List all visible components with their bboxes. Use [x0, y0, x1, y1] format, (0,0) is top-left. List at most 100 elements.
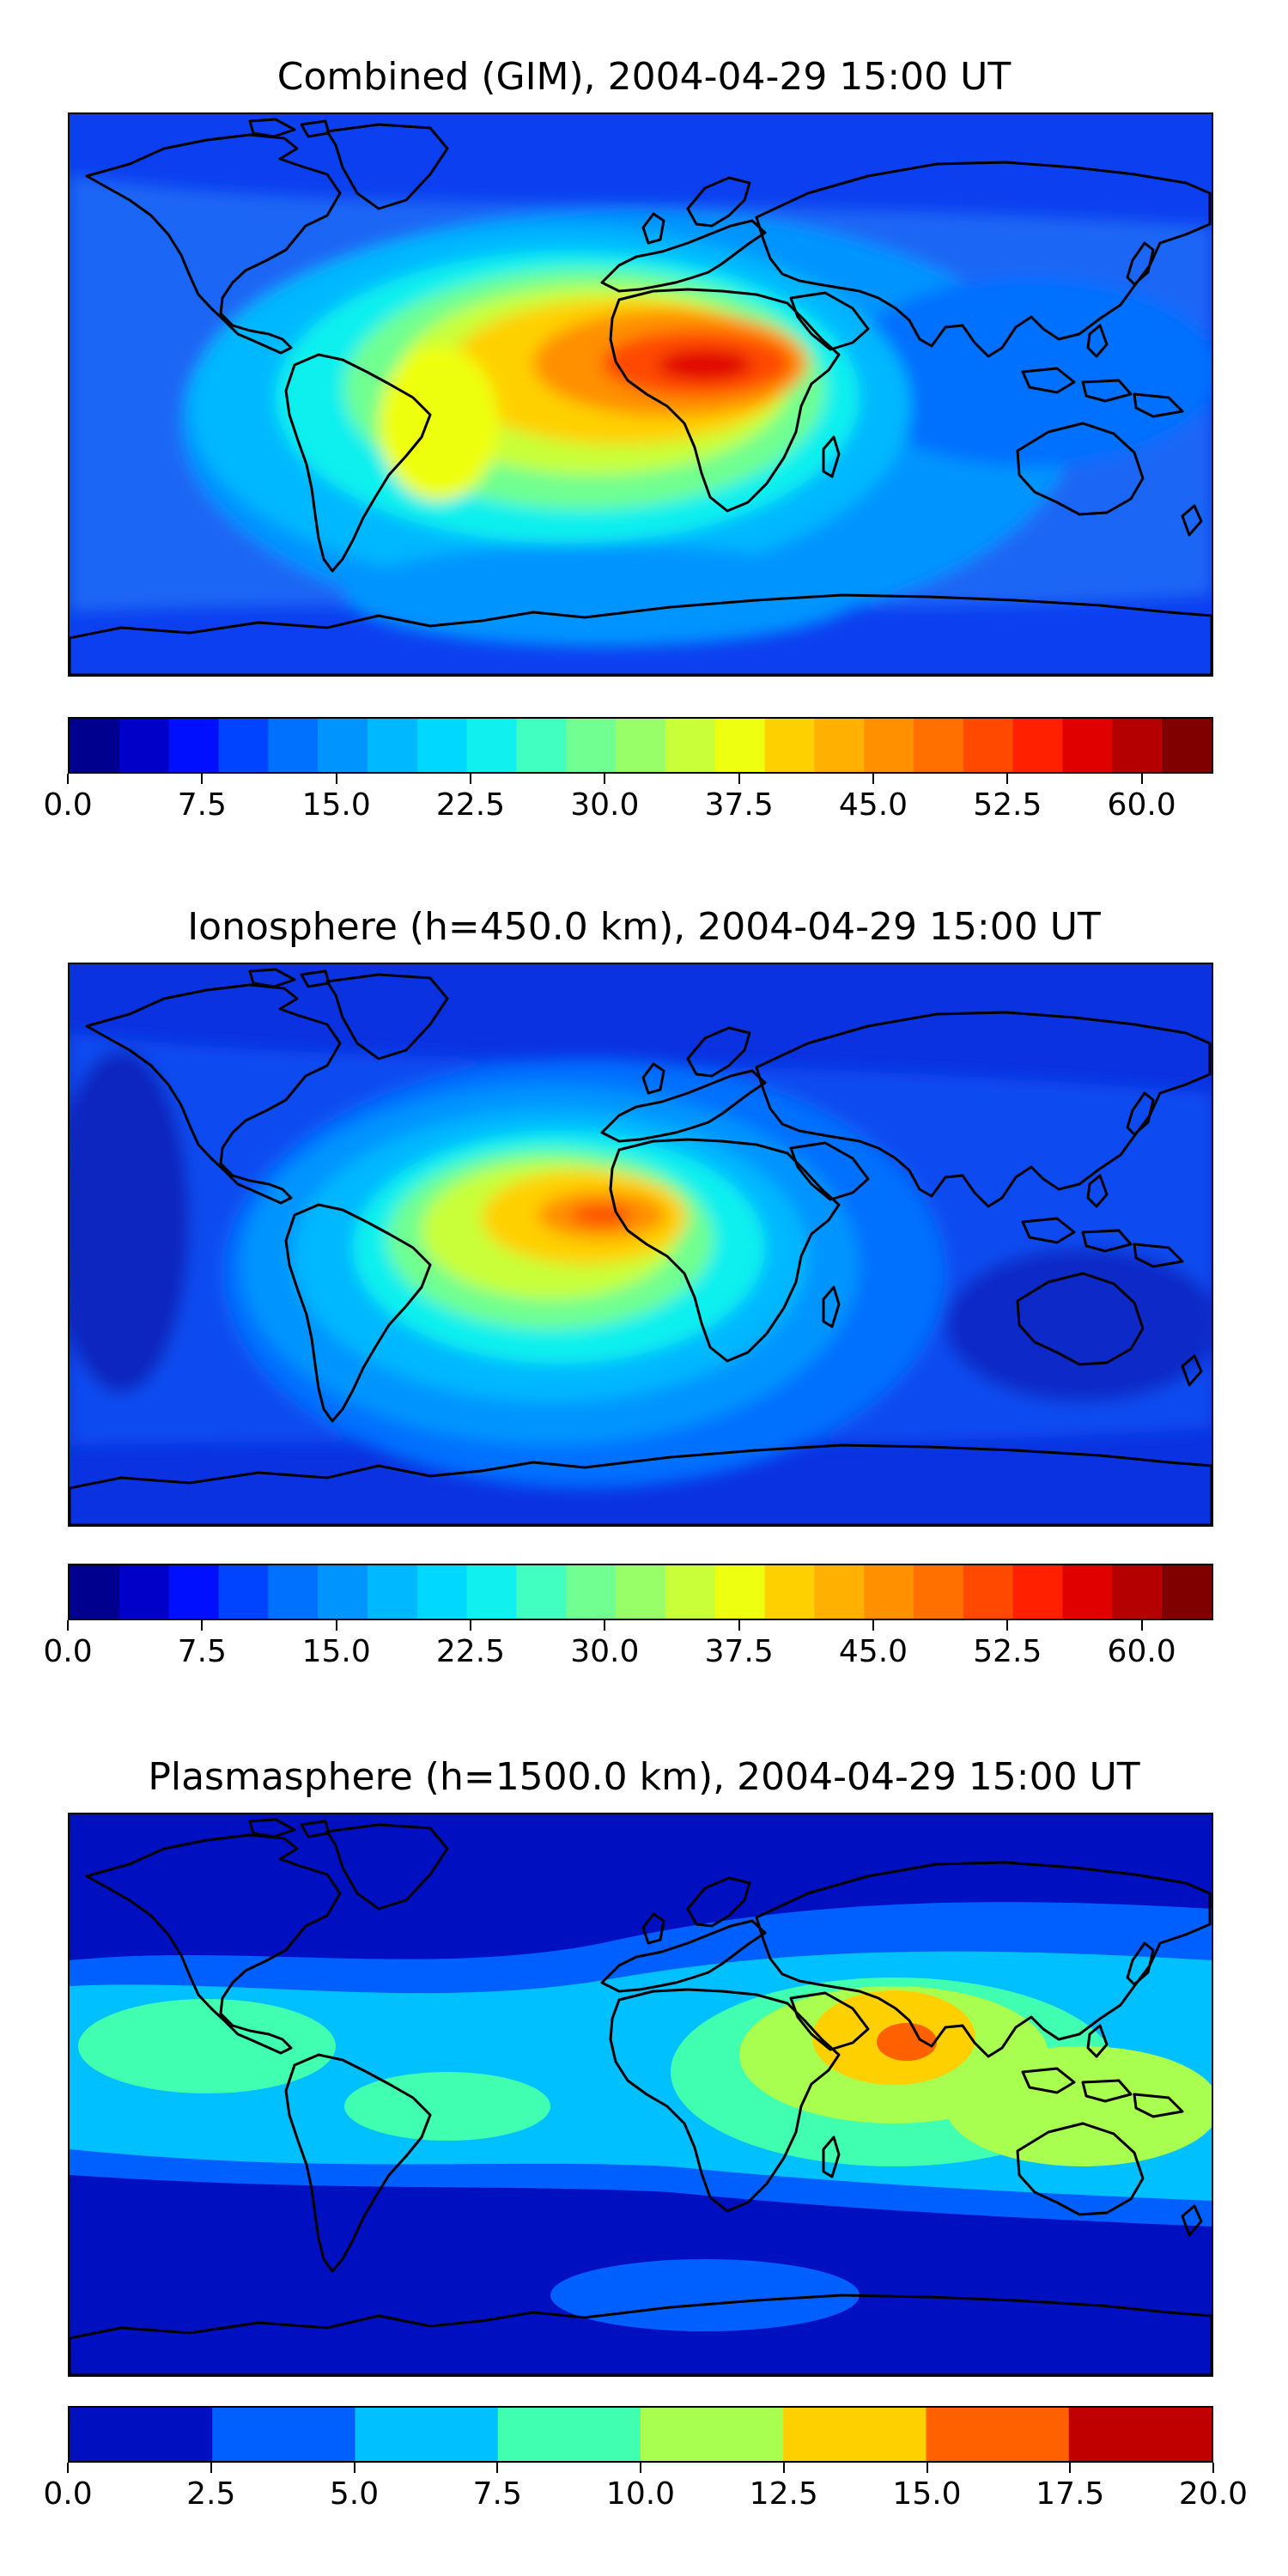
colorbar-segment [814, 1565, 865, 1619]
colorbar-segment [318, 719, 368, 772]
colorbar-tick-mark [1212, 2463, 1214, 2473]
colorbar-tick-label: 5.0 [329, 2476, 380, 2512]
colorbar-tick-label: 0.0 [43, 2476, 93, 2512]
colorbar-segment [416, 719, 468, 772]
colorbar-tick-label: 7.5 [177, 787, 227, 823]
colorbar-ticks-ionosphere: 0.0 7.5 15.0 22.5 30.0 37.5 45.0 52.5 60.0 [43, 1620, 1213, 1672]
colorbar-segment [1162, 719, 1212, 772]
colorbar-tick-mark [201, 1620, 204, 1631]
colorbar-tick-mark [782, 2463, 785, 2473]
colorbar-segment [168, 1565, 220, 1619]
colorbar-tick-mark [926, 2463, 928, 2473]
colorbar-segment [914, 1565, 964, 1619]
colorbar-tick-label: 52.5 [973, 1634, 1042, 1669]
colorbar-segment [355, 2408, 499, 2461]
colorbar-segment [914, 719, 964, 772]
colorbar-segment [714, 719, 766, 772]
colorbar-ticks-combined: 0.0 7.5 15.0 22.5 30.0 37.5 45.0 52.5 60.0 [43, 774, 1213, 825]
colorbar-segment [70, 1565, 120, 1619]
colorbar-segment [1062, 1565, 1113, 1619]
colorbar-tick-mark [872, 774, 874, 784]
colorbar-tick-label: 37.5 [704, 1634, 774, 1669]
colorbar-tick-label: 17.5 [1036, 2476, 1105, 2512]
colorbar-tick-mark [1140, 774, 1143, 784]
colorbar-segment [783, 2408, 927, 2461]
colorbar-segment [665, 719, 716, 772]
colorbar-segment [864, 719, 914, 772]
colorbar-tick-mark [469, 1620, 471, 1631]
colorbar-segment [764, 1565, 815, 1619]
colorbar-segment [864, 1565, 914, 1619]
colorbar-segment [367, 719, 418, 772]
colorbar-tick-mark [210, 2463, 212, 2473]
colorbar-segment [218, 719, 269, 772]
colorbar-segment [318, 1565, 368, 1619]
colorbar-tick-mark [738, 774, 740, 784]
colorbar-segment [566, 1565, 617, 1619]
colorbar-tick-label: 15.0 [301, 1634, 371, 1669]
colorbar-tick-label: 0.0 [43, 1634, 93, 1669]
colorbar-tick-mark [67, 774, 69, 784]
colorbar-tick-label: 60.0 [1107, 787, 1176, 823]
colorbar-segment [926, 2408, 1070, 2461]
colorbar-segment [516, 719, 567, 772]
colorbar-segment [714, 1565, 766, 1619]
colorbar-segment [1162, 1565, 1212, 1619]
colorbar-tick-label: 20.0 [1178, 2476, 1249, 2512]
colorbar-segment [1012, 719, 1064, 772]
colorbar-tick-mark [335, 774, 337, 784]
colorbar-segment [1112, 1565, 1163, 1619]
colorbar-tick-mark [604, 774, 606, 784]
colorbar-tick-mark [738, 1620, 740, 1631]
panel-title-plasmasphere: Plasmasphere (h=1500.0 km), 2004-04-29 1… [148, 1755, 1140, 1799]
colorbar-segment [218, 1565, 269, 1619]
colorbar-plasmasphere [68, 2406, 1213, 2463]
colorbar-tick-label: 7.5 [177, 1634, 227, 1669]
colorbar-tick-label: 30.0 [570, 1634, 640, 1669]
panel-title-ionosphere: Ionosphere (h=450.0 km), 2004-04-29 15:0… [187, 905, 1101, 949]
colorbar-tick-mark [353, 2463, 355, 2473]
colorbar-segment [212, 2408, 356, 2461]
colorbar-segment [616, 719, 666, 772]
colorbar-tick-label: 10.0 [605, 2476, 676, 2512]
tec-map-plasmasphere [68, 1813, 1213, 2377]
colorbar-ionosphere [68, 1564, 1213, 1620]
colorbar-segment [416, 1565, 468, 1619]
colorbar-tick-label: 60.0 [1107, 1634, 1176, 1669]
colorbar-tick-label: 30.0 [570, 787, 640, 823]
colorbar-segment [466, 719, 518, 772]
colorbar-segment [516, 1565, 567, 1619]
colorbar-tick-mark [1006, 774, 1009, 784]
colorbar-segment [963, 1565, 1014, 1619]
colorbar-tick-mark [67, 2463, 69, 2473]
tec-map-ionosphere [68, 963, 1213, 1527]
colorbar-segment [665, 1565, 716, 1619]
colorbar-tick-label: 45.0 [838, 1634, 908, 1669]
colorbar-segment [168, 719, 220, 772]
colorbar-segment [118, 1565, 170, 1619]
colorbar-tick-label: 2.5 [186, 2476, 236, 2512]
colorbar-segment [616, 1565, 666, 1619]
colorbar-segment [367, 1565, 418, 1619]
colorbar-tick-mark [640, 2463, 641, 2473]
colorbar-segment [70, 719, 120, 772]
tec-map-combined [68, 112, 1213, 677]
colorbar-tick-mark [872, 1620, 874, 1631]
colorbar-segment [641, 2408, 784, 2461]
colorbar-segment [814, 719, 865, 772]
colorbar-tick-mark [1140, 1620, 1143, 1631]
colorbar-segment [118, 719, 170, 772]
colorbar-tick-label: 0.0 [43, 787, 93, 823]
colorbar-tick-mark [604, 1620, 606, 1631]
colorbar-tick-mark [496, 2463, 499, 2473]
colorbar-segment [1062, 719, 1113, 772]
colorbar-segment [1068, 2408, 1212, 2461]
colorbar-tick-mark [67, 1620, 69, 1631]
colorbar-segment [268, 1565, 319, 1619]
colorbar-combined [68, 717, 1213, 774]
colorbar-tick-label: 45.0 [838, 787, 908, 823]
colorbar-segment [268, 719, 319, 772]
colorbar-segment [764, 719, 815, 772]
colorbar-segment [497, 2408, 641, 2461]
colorbar-segment [566, 719, 617, 772]
